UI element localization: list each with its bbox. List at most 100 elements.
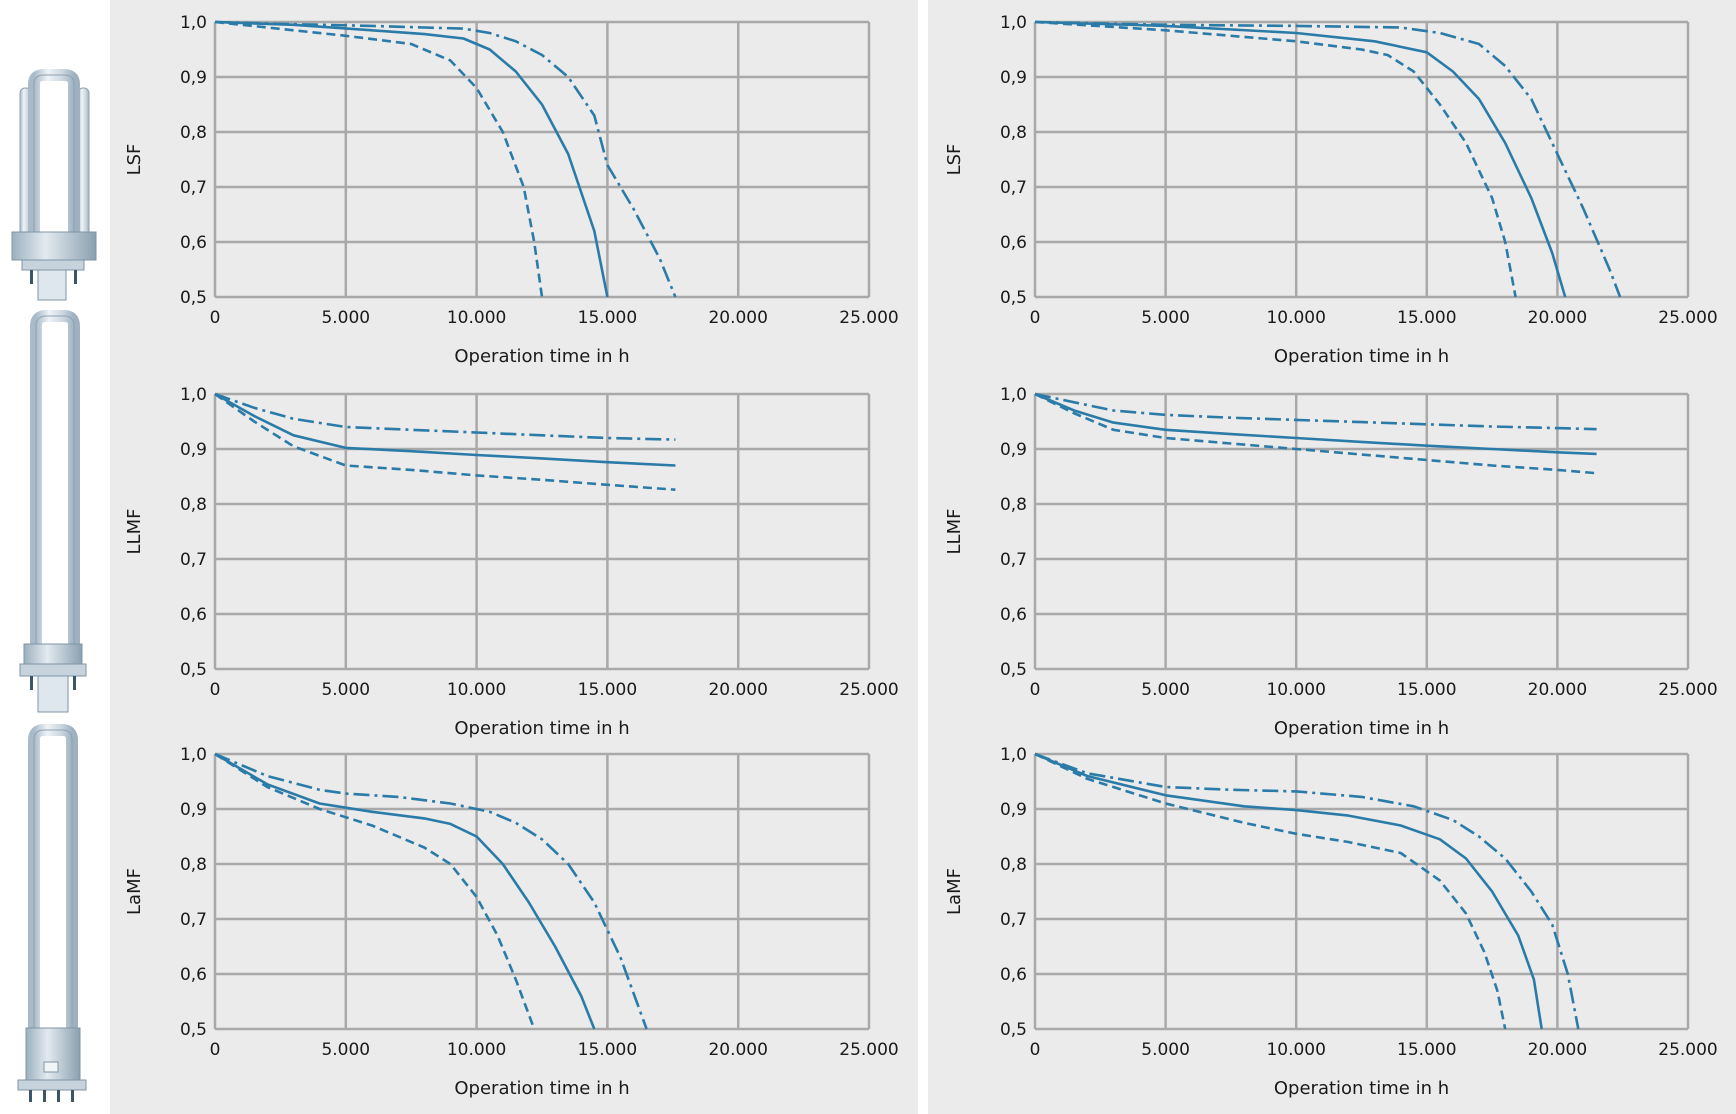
y-axis-label: LaMF [944,868,965,915]
y-tick-label: 0,8 [180,495,207,515]
x-tick-label: 15.000 [578,680,637,700]
x-tick-label: 15.000 [1397,680,1456,700]
chart-lsf-left: 0 5.000 10.000 15.000 20.000 25.000 0,5 0,6 0,7 0… [124,13,899,367]
y-tick-label: 0,8 [180,123,207,143]
y-tick-label: 0,5 [180,1020,207,1040]
x-tick-label: 0 [1030,1040,1041,1060]
y-tick-label: 0,5 [180,288,207,308]
x-tick-label: 20.000 [1528,308,1587,328]
series-line-solid [214,20,609,298]
y-tick-label: 0,9 [180,440,207,460]
x-tick-label: 10.000 [447,1040,506,1060]
series-line-dashdot [1034,20,1622,298]
x-axis-label: Operation time in h [1274,718,1449,739]
right-panel-background [928,0,1736,1114]
y-tick-label: 1,0 [180,13,207,33]
y-tick-label: 0,6 [180,605,207,625]
x-tick-label: 5.000 [321,308,370,328]
x-tick-label: 5.000 [1141,680,1190,700]
series-line-dashdot [1034,752,1580,1030]
x-tick-label: 10.000 [1266,680,1325,700]
x-tick-label: 25.000 [1658,1040,1717,1060]
y-tick-label: 0,6 [1000,965,1027,985]
x-axis-label: Operation time in h [454,346,629,367]
series-line-solid [214,392,676,467]
x-tick-label: 15.000 [1397,308,1456,328]
x-tick-label: 5.000 [1141,308,1190,328]
x-tick-label: 0 [210,1040,221,1060]
y-tick-label: 0,9 [180,800,207,820]
series-line-dashed [1034,752,1507,1030]
y-tick-label: 1,0 [1000,13,1027,33]
x-tick-label: 25.000 [839,308,898,328]
x-tick-label: 0 [210,680,221,700]
x-tick-label: 0 [210,308,221,328]
series-line-solid [214,752,596,1030]
y-tick-label: 0,6 [1000,233,1027,253]
y-tick-label: 0,7 [180,550,207,570]
chart-llmf-left: 0 5.000 10.000 15.000 20.000 25.000 0,5 0,6 0,7 0… [124,385,899,739]
series-line-dashdot [1034,392,1597,431]
series-line-solid [1034,392,1597,456]
y-axis-label: LLMF [944,509,965,555]
x-tick-label: 20.000 [708,308,767,328]
x-tick-label: 10.000 [447,680,506,700]
x-tick-label: 20.000 [1528,680,1587,700]
x-tick-label: 25.000 [839,1040,898,1060]
x-axis-label: Operation time in h [1274,346,1449,367]
y-tick-label: 0,9 [180,68,207,88]
x-tick-label: 10.000 [1266,1040,1325,1060]
y-tick-label: 0,6 [180,233,207,253]
y-axis-label: LaMF [124,868,145,915]
series-line-dashdot [214,20,677,298]
chart-lamf-right: 0 5.000 10.000 15.000 20.000 25.000 0,5 0,6 0,7 0… [944,745,1718,1099]
x-tick-label: 5.000 [321,680,370,700]
compact-fluorescent-quad-tube-icon [11,69,97,301]
y-tick-label: 0,7 [1000,178,1027,198]
x-axis-label: Operation time in h [454,718,629,739]
y-tick-label: 0,9 [1000,440,1027,460]
x-tick-label: 20.000 [1528,1040,1587,1060]
left-panel-background [110,0,918,1114]
y-tick-label: 1,0 [1000,745,1027,765]
x-axis-label: Operation time in h [454,1078,629,1099]
series-line-dashed [1034,20,1517,298]
y-tick-label: 0,7 [1000,550,1027,570]
chart-lsf-right: 0 5.000 10.000 15.000 20.000 25.000 0,5 0,6 0,7 0… [944,13,1718,367]
y-tick-label: 0,8 [1000,123,1027,143]
x-tick-label: 20.000 [708,1040,767,1060]
x-tick-label: 15.000 [578,1040,637,1060]
y-tick-label: 0,5 [180,660,207,680]
series-line-dashed [214,752,536,1030]
y-tick-label: 0,5 [1000,1020,1027,1040]
y-tick-label: 1,0 [180,385,207,405]
y-axis-label: LSF [124,144,145,176]
y-tick-label: 0,5 [1000,660,1027,680]
x-tick-label: 10.000 [447,308,506,328]
x-tick-label: 10.000 [1266,308,1325,328]
y-tick-label: 0,5 [1000,288,1027,308]
y-axis-label: LSF [944,144,965,176]
series-line-dashed [214,392,676,491]
x-tick-label: 0 [1030,308,1041,328]
y-tick-label: 0,7 [1000,910,1027,930]
x-tick-label: 25.000 [839,680,898,700]
x-tick-label: 20.000 [708,680,767,700]
x-tick-label: 25.000 [1658,308,1717,328]
x-tick-label: 0 [1030,680,1041,700]
series-line-dashed [1034,392,1597,475]
chart-lamf-left: 0 5.000 10.000 15.000 20.000 25.000 0,5 0,6 0,7 0… [124,745,899,1099]
y-tick-label: 1,0 [1000,385,1027,405]
y-tick-label: 0,9 [1000,800,1027,820]
y-axis-label: LLMF [124,509,145,555]
y-tick-label: 0,8 [1000,855,1027,875]
y-tick-label: 0,9 [1000,68,1027,88]
y-tick-label: 0,6 [180,965,207,985]
series-line-solid [1034,20,1567,298]
series-line-dashdot [214,752,648,1030]
compact-fluorescent-double-tube-icon [17,724,87,1102]
chart-llmf-right: 0 5.000 10.000 15.000 20.000 25.000 0,5 0,6 0,7 0… [944,385,1718,739]
x-axis-label: Operation time in h [1274,1078,1449,1099]
x-tick-label: 5.000 [1141,1040,1190,1060]
